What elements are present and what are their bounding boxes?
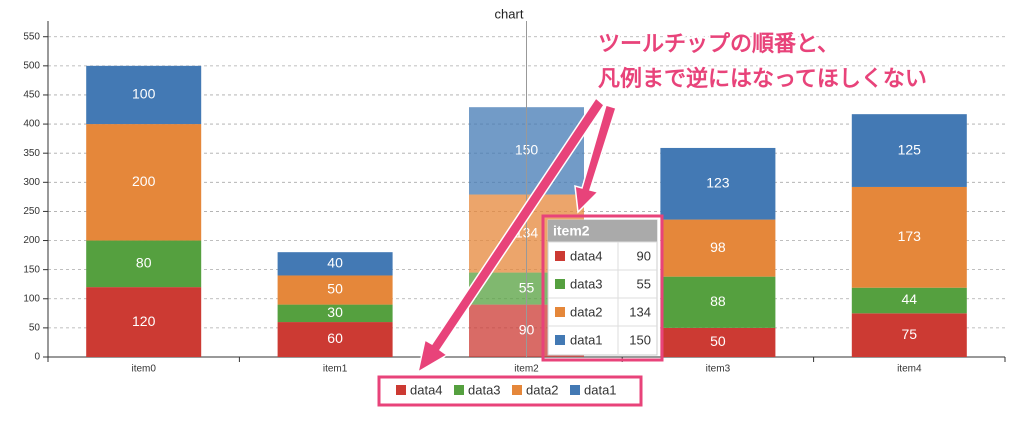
legend-swatch <box>512 385 522 395</box>
value-label: 200 <box>132 173 156 189</box>
tooltip-name: data4 <box>570 248 603 263</box>
tooltip: item2 data4 90 data3 55 data2 134 data1 150 <box>547 219 658 356</box>
legend: data4 data3 data2 data1 <box>396 382 617 397</box>
y-tick-label: 250 <box>23 206 40 217</box>
arrow <box>416 96 605 374</box>
value-label: 50 <box>710 333 726 349</box>
y-tick-label: 200 <box>23 235 40 246</box>
legend-swatch <box>570 385 580 395</box>
value-label: 30 <box>327 304 343 320</box>
bar-segment <box>86 124 202 241</box>
y-tick-label: 350 <box>23 148 40 159</box>
value-label: 100 <box>132 86 156 102</box>
value-label: 98 <box>710 239 726 255</box>
legend-label: data4 <box>410 382 443 397</box>
chart-title: chart <box>495 6 524 21</box>
tooltip-name: data1 <box>570 332 603 347</box>
bar-segment <box>851 313 967 357</box>
tooltip-swatch <box>555 251 565 261</box>
value-label: 60 <box>327 330 343 346</box>
bar-segment <box>277 304 393 323</box>
tooltip-value: 134 <box>629 304 651 319</box>
value-label: 44 <box>902 291 918 307</box>
legend-label: data3 <box>468 382 501 397</box>
value-label: 75 <box>902 326 918 342</box>
value-label: 50 <box>327 281 343 297</box>
bar-segment <box>277 275 393 305</box>
tooltip-name: data2 <box>570 304 603 319</box>
tooltip-swatch <box>555 279 565 289</box>
y-tick-label: 450 <box>23 90 40 101</box>
x-tick-label: item1 <box>323 364 348 375</box>
tooltip-header <box>548 220 657 242</box>
bar-segment <box>86 240 202 288</box>
x-tick-label: item0 <box>131 364 156 375</box>
legend-label: data2 <box>526 382 559 397</box>
bar-segment <box>86 65 202 125</box>
tooltip-swatch <box>555 335 565 345</box>
legend-swatch <box>396 385 406 395</box>
value-label: 120 <box>132 313 156 329</box>
y-tick-label: 50 <box>29 323 41 334</box>
y-tick-label: 100 <box>23 293 40 304</box>
bar-segment <box>277 322 393 357</box>
bar-segment <box>660 219 776 277</box>
y-tick-label: 150 <box>23 264 40 275</box>
legend-swatch <box>454 385 464 395</box>
x-tick-label: item4 <box>897 364 922 375</box>
legend-label: data1 <box>584 382 617 397</box>
highlight-box <box>541 214 664 362</box>
y-tick-label: 550 <box>23 31 40 42</box>
y-tick-label: 300 <box>23 177 40 188</box>
x-tick-label: item3 <box>706 364 731 375</box>
bar-segment <box>660 327 776 357</box>
bar-segment <box>86 287 202 357</box>
tooltip-swatch <box>555 307 565 317</box>
bar-segment <box>851 287 967 314</box>
bar-segment <box>660 147 776 220</box>
tooltip-title: item2 <box>553 223 590 239</box>
y-tick-label: 0 <box>34 352 40 363</box>
y-tick-label: 500 <box>23 60 40 71</box>
plot-area: 0 50 100 150 200 250 300 350 400 450 500 550 item0 12… <box>23 21 1006 375</box>
tooltip-value: 90 <box>637 248 651 263</box>
bar-segment <box>277 252 393 276</box>
value-label: 125 <box>898 141 922 157</box>
annotation-layer: ツールチップの順番と、 凡例まで逆にはなってほしくない <box>377 30 929 407</box>
bar-segment <box>851 186 967 288</box>
value-label: 88 <box>710 293 726 309</box>
highlight-box <box>377 375 643 407</box>
bar-segment <box>851 114 967 187</box>
y-tick-label: 400 <box>23 119 40 130</box>
tooltip-value: 55 <box>637 276 651 291</box>
bar-segment <box>660 276 776 328</box>
value-label: 80 <box>136 255 152 271</box>
value-label: 123 <box>706 174 730 190</box>
value-label: 173 <box>898 228 922 244</box>
annotation: ツールチップの順番と、 <box>598 32 839 57</box>
tooltip-name: data3 <box>570 276 603 291</box>
tooltip-value: 150 <box>629 332 651 347</box>
value-label: 40 <box>327 255 343 271</box>
arrow <box>574 104 617 214</box>
annotation: 凡例まで逆にはなってほしくない <box>598 66 927 92</box>
x-tick-label: item2 <box>514 364 539 375</box>
